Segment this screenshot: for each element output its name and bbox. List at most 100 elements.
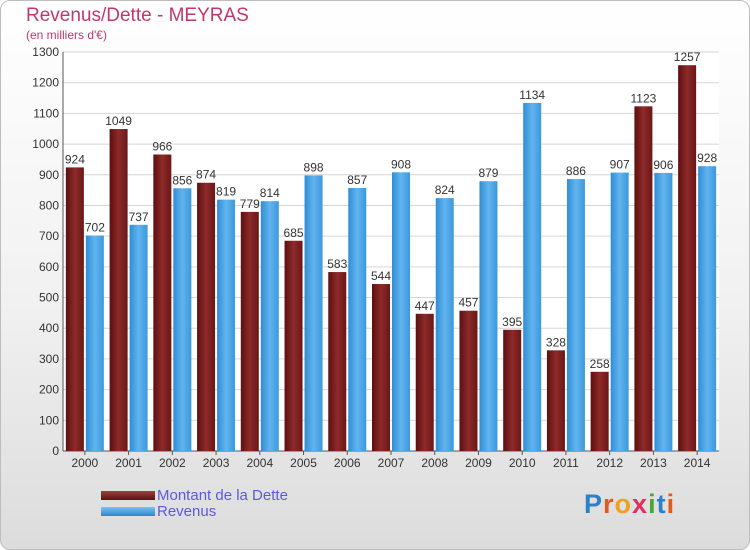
- bar-revenus: [85, 235, 104, 451]
- data-label-revenus: 886: [566, 164, 586, 178]
- bar-dette: [634, 106, 653, 452]
- data-label-revenus: 879: [478, 166, 498, 180]
- data-label-dette: 1123: [630, 91, 656, 105]
- data-label-revenus: 898: [304, 160, 324, 174]
- data-label-revenus: 906: [653, 158, 673, 172]
- y-tick-label: 700: [39, 229, 59, 243]
- data-label-revenus: 907: [610, 158, 630, 172]
- bar-dette: [65, 167, 84, 451]
- bar-dette: [459, 310, 478, 451]
- bar-revenus: [566, 179, 585, 451]
- chart-subtitle: (en milliers d'€): [26, 28, 107, 42]
- y-tick-label: 600: [39, 260, 59, 274]
- x-tick-label: 2002: [159, 456, 186, 470]
- data-label-revenus: 856: [172, 173, 192, 187]
- y-tick-label: 0: [52, 444, 59, 458]
- y-tick-label: 100: [39, 413, 59, 427]
- legend-item-dette: Montant de la Dette: [101, 486, 288, 504]
- legend-swatch-dette: [101, 490, 155, 500]
- y-tick-label: 400: [39, 321, 59, 335]
- x-tick-label: 2005: [290, 456, 317, 470]
- data-label-dette: 258: [590, 357, 610, 371]
- data-label-dette: 874: [196, 168, 216, 182]
- data-label-revenus: 824: [435, 183, 455, 197]
- bar-dette: [284, 240, 303, 451]
- x-tick-label: 2000: [72, 456, 99, 470]
- bar-dette: [240, 211, 259, 451]
- bar-revenus: [260, 201, 279, 451]
- y-tick-label: 300: [39, 352, 59, 366]
- bar-dette: [546, 350, 565, 451]
- x-tick-label: 2008: [421, 456, 448, 470]
- bar-revenus: [479, 181, 498, 452]
- bar-dette: [372, 284, 390, 451]
- bar-dette: [328, 272, 347, 451]
- bar-revenus: [523, 102, 542, 452]
- x-tick-label: 2007: [378, 456, 405, 470]
- data-label-dette: 328: [546, 335, 566, 349]
- legend-item-revenus: Revenus: [101, 502, 288, 520]
- data-label-dette: 685: [284, 226, 304, 240]
- x-tick-label: 2012: [596, 456, 623, 470]
- data-label-dette: 1049: [105, 114, 132, 128]
- bar-revenus: [610, 172, 629, 451]
- bar-dette: [197, 182, 216, 451]
- x-tick-label: 2011: [553, 456, 579, 470]
- data-label-revenus: 928: [697, 151, 717, 165]
- x-tick-label: 2003: [203, 456, 230, 470]
- data-label-dette: 966: [152, 140, 172, 154]
- x-tick-label: 2013: [640, 456, 667, 470]
- y-tick-label: 900: [39, 168, 59, 182]
- x-tick-label: 2009: [465, 456, 492, 470]
- data-label-dette: 544: [371, 269, 391, 283]
- x-tick-label: 2006: [334, 456, 361, 470]
- data-label-revenus: 857: [347, 173, 367, 187]
- bar-dette: [415, 313, 434, 451]
- bar-revenus: [217, 199, 236, 451]
- bar-revenus: [698, 166, 717, 451]
- data-label-revenus: 702: [85, 221, 105, 235]
- data-label-dette: 924: [65, 152, 85, 166]
- data-label-revenus: 814: [260, 186, 280, 200]
- bar-dette: [590, 371, 609, 451]
- bar-revenus: [304, 175, 323, 452]
- x-tick-label: 2001: [115, 456, 142, 470]
- bar-revenus: [654, 172, 673, 452]
- legend-label-revenus: Revenus: [157, 502, 217, 520]
- data-label-dette: 447: [415, 299, 435, 313]
- data-label-dette: 457: [458, 296, 478, 310]
- bar-dette: [678, 65, 697, 451]
- bar-dette: [109, 129, 128, 451]
- chart-title: Revenus/Dette - MEYRAS: [26, 5, 249, 26]
- bar-dette: [153, 154, 172, 451]
- data-label-revenus: 908: [391, 157, 411, 171]
- bar-revenus: [392, 172, 410, 451]
- data-label-dette: 583: [327, 257, 347, 271]
- chart-legend: Montant de la Dette Revenus: [101, 486, 288, 520]
- data-label-dette: 779: [240, 197, 260, 211]
- data-label-revenus: 819: [216, 185, 236, 199]
- y-tick-label: 1100: [33, 106, 59, 120]
- legend-label-dette: Montant de la Dette: [157, 486, 288, 504]
- y-tick-label: 500: [39, 291, 59, 305]
- data-label-dette: 395: [502, 315, 522, 329]
- legend-swatch-revenus: [101, 506, 155, 516]
- plot-area: [63, 52, 719, 451]
- bar-revenus: [348, 187, 367, 451]
- x-tick-label: 2014: [684, 456, 711, 470]
- x-tick-label: 2004: [246, 456, 273, 470]
- data-label-revenus: 1134: [519, 88, 545, 102]
- bar-revenus: [173, 188, 192, 451]
- y-tick-label: 1300: [32, 45, 59, 59]
- bar-revenus: [435, 198, 454, 451]
- y-tick-label: 1000: [32, 137, 59, 151]
- bar-revenus: [129, 224, 148, 451]
- x-tick-label: 2010: [509, 456, 536, 470]
- y-tick-label: 1200: [32, 76, 59, 90]
- y-tick-label: 800: [39, 198, 59, 212]
- data-label-dette: 1257: [674, 50, 701, 64]
- bar-dette: [503, 329, 522, 451]
- data-label-revenus: 737: [129, 210, 149, 224]
